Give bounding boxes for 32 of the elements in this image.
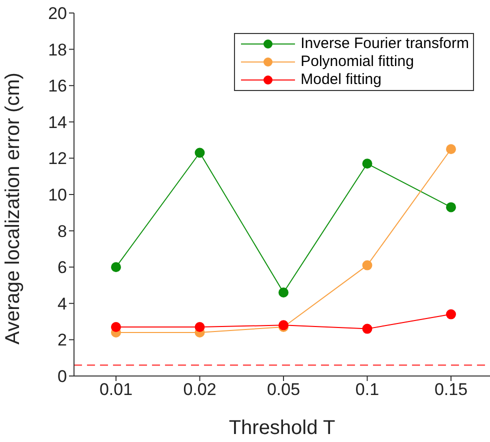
x-tick-label: 0.02 [183,380,216,400]
y-tick-label: 12 [48,149,67,168]
x-tick-label: 0.15 [434,380,468,400]
y-axis-title: Average localization error (cm) [2,72,24,344]
x-tick-label: 0.05 [266,380,300,400]
y-tick-label: 18 [48,40,67,60]
y-tick-label: 6 [58,258,67,278]
point [278,288,288,298]
x-axis-title: Threshold T [228,417,336,439]
y-tick-label: 10 [48,186,67,205]
point [111,322,121,332]
point [111,262,121,272]
x-tick-label: 0.1 [355,380,380,400]
y-tick-label: 8 [58,222,67,241]
point [446,202,456,212]
point [194,148,205,158]
legend-label: Inverse Fourier transform [300,35,469,53]
x-tick-label: 0.01 [99,380,133,400]
y-tick-label: 0 [58,367,67,386]
point [362,260,372,270]
point [362,158,372,169]
y-tick-label: 20 [48,4,67,24]
y-tick-label: 16 [48,76,67,96]
point [194,322,205,332]
y-tick-label: 2 [58,330,67,350]
y-tick-label: 14 [48,112,67,132]
y-tick-label: 4 [58,294,67,314]
point [446,144,456,154]
legend-label: Model fitting [300,71,382,89]
point [446,309,456,320]
point [362,324,372,334]
legend-label: Polynomial fitting [300,53,414,71]
